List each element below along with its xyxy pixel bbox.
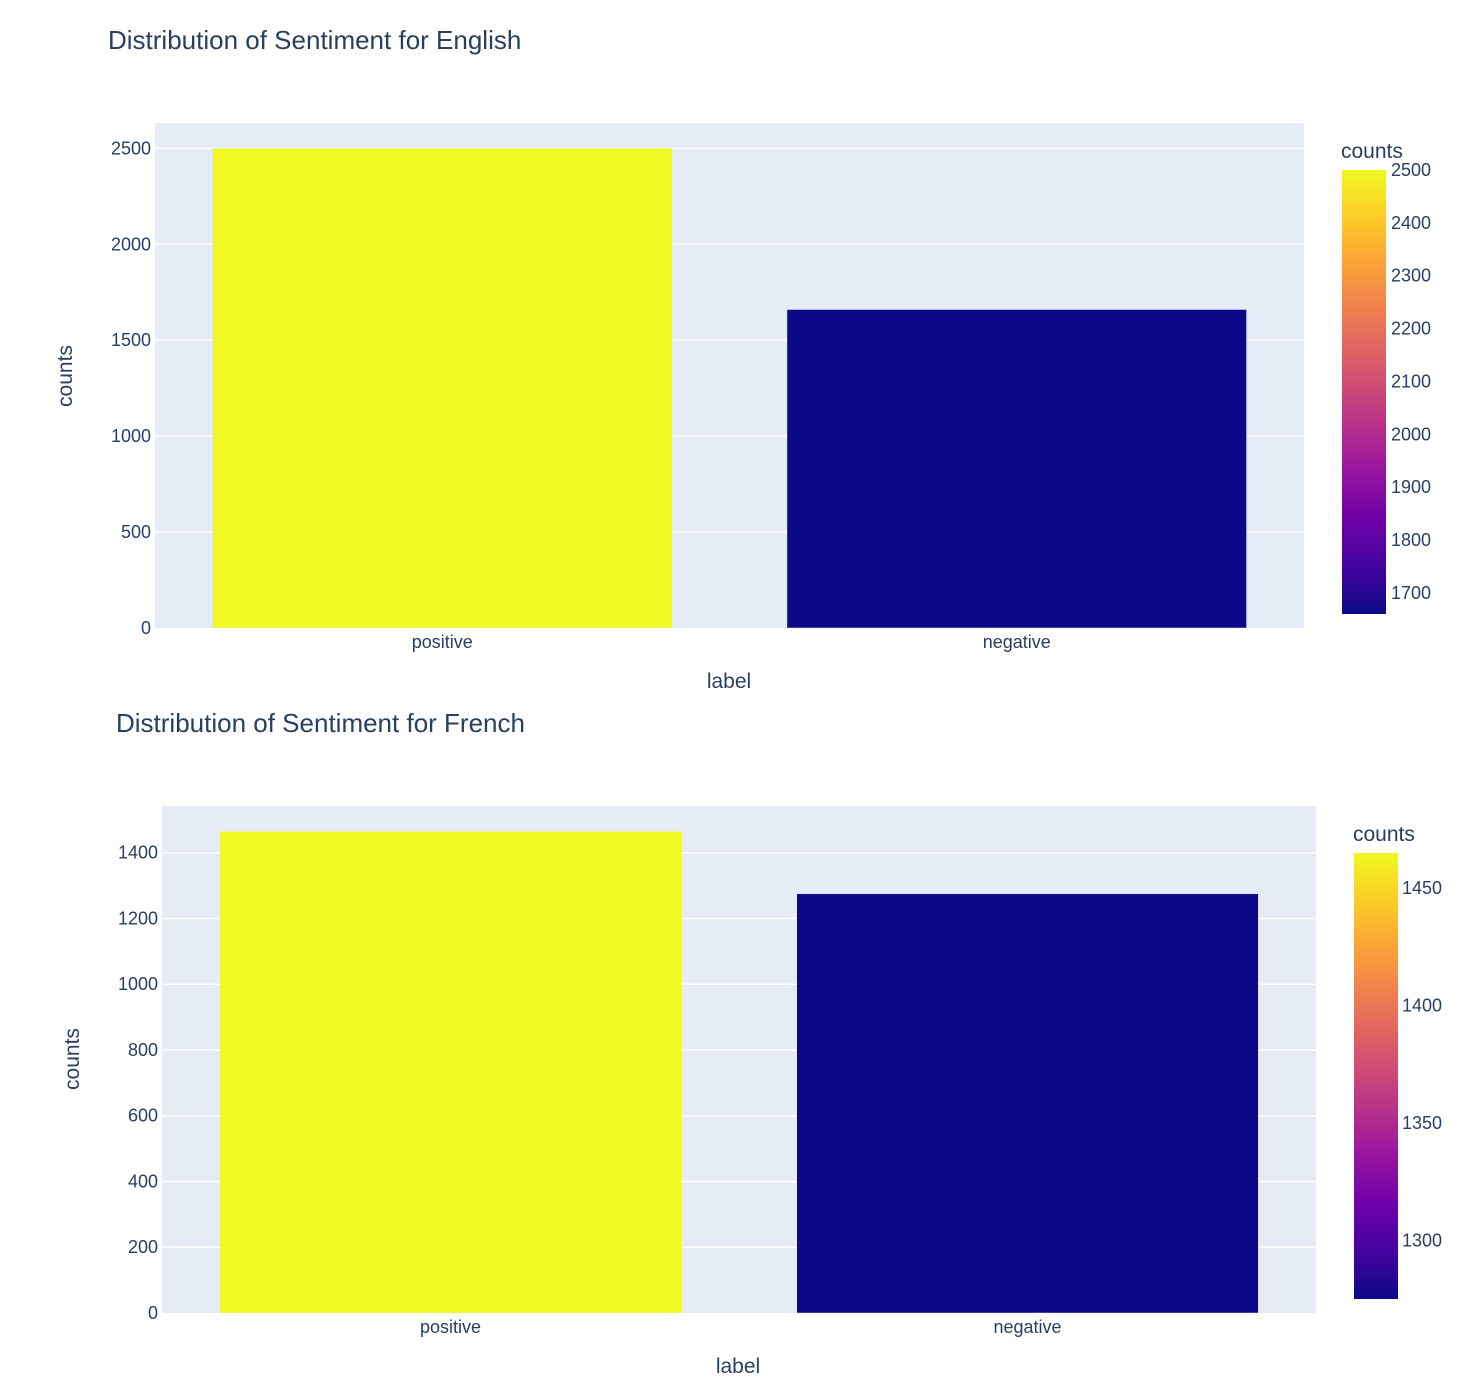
y-tick-label: 2000	[111, 234, 151, 254]
plot-area: 0 500 1000 1500 2000 2500 positive negative	[111, 123, 1304, 652]
colorbar-title: counts	[1353, 823, 1415, 846]
bar-negative	[796, 893, 1259, 1314]
y-tick-label: 800	[128, 1040, 158, 1060]
y-axis-title: counts	[54, 345, 77, 407]
y-tick-label: 1200	[118, 908, 158, 928]
colorbar-tick-label: 2500	[1391, 160, 1431, 180]
y-tick-label: 600	[128, 1106, 158, 1126]
colorbar-tick-label: 2100	[1391, 371, 1431, 391]
bar-negative	[786, 309, 1247, 629]
y-tick-label: 200	[128, 1237, 158, 1257]
chart-title: Distribution of Sentiment for English	[108, 25, 521, 55]
chart-french-svg: Distribution of Sentiment for French 0 20…	[61, 708, 1442, 1378]
plot-area: 0 200 400 600 800 1000 1200 1400 positive negativ…	[118, 806, 1316, 1337]
chart-english-svg: Distribution of Sentiment for English 0 5…	[54, 25, 1431, 693]
colorbar-tick-label: 2000	[1391, 424, 1431, 444]
bar-positive	[219, 831, 682, 1314]
colorbar-title: counts	[1341, 140, 1403, 163]
y-tick-label: 1000	[111, 426, 151, 446]
bar-positive	[212, 148, 673, 629]
x-tick-label: negative	[983, 632, 1051, 652]
y-tick-label: 400	[128, 1171, 158, 1191]
y-tick-label: 0	[141, 618, 151, 638]
chart-french: Distribution of Sentiment for French 0 20…	[0, 683, 1484, 1381]
y-axis-title: counts	[61, 1028, 84, 1090]
x-tick-label: positive	[420, 1317, 481, 1337]
colorbar	[1342, 170, 1386, 614]
x-tick-label: positive	[412, 632, 473, 652]
colorbar-tick-label: 1400	[1402, 996, 1442, 1016]
colorbar-tick-label: 2400	[1391, 213, 1431, 233]
colorbar-tick-label: 1900	[1391, 477, 1431, 497]
chart-english: Distribution of Sentiment for English 0 5…	[54, 25, 1431, 693]
colorbar-tick-label: 1350	[1402, 1113, 1442, 1133]
colorbar-tick-label: 1700	[1391, 583, 1431, 603]
colorbar-tick-label: 2200	[1391, 319, 1431, 339]
chart-title: Distribution of Sentiment for French	[116, 708, 525, 738]
y-tick-label: 0	[148, 1303, 158, 1323]
colorbar-tick-label: 1450	[1402, 878, 1442, 898]
y-tick-label: 1500	[111, 330, 151, 350]
y-tick-label: 500	[121, 522, 151, 542]
x-axis-title: label	[707, 670, 751, 693]
colorbar-tick-label: 1300	[1402, 1230, 1442, 1250]
y-tick-label: 1000	[118, 974, 158, 994]
x-axis-title: label	[716, 1355, 760, 1378]
x-tick-label: negative	[993, 1317, 1061, 1337]
y-tick-label: 2500	[111, 138, 151, 158]
y-tick-label: 1400	[118, 843, 158, 863]
colorbar	[1354, 853, 1398, 1299]
colorbar-tick-label: 1800	[1391, 530, 1431, 550]
colorbar-tick-label: 2300	[1391, 266, 1431, 286]
